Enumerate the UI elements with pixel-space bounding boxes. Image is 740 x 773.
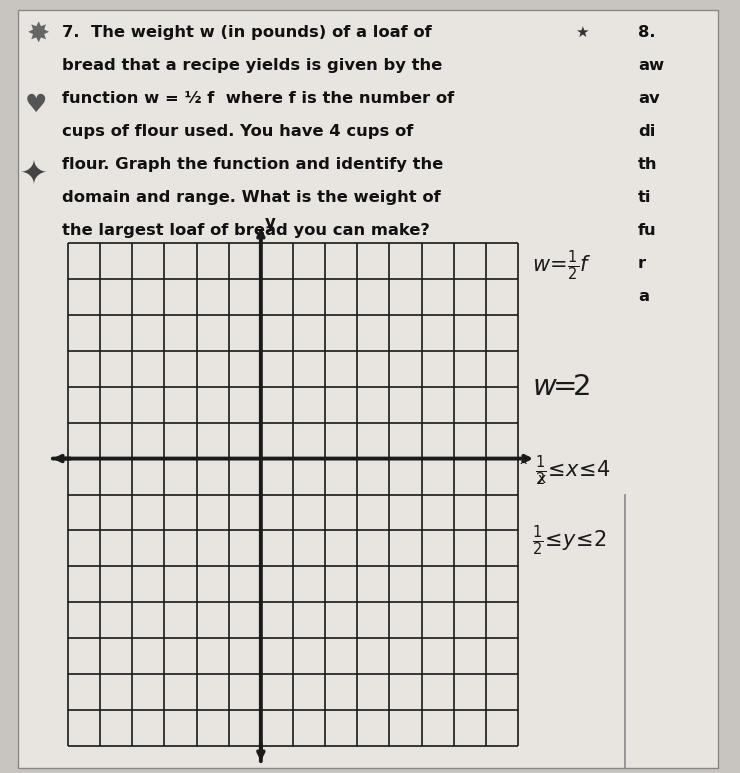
- Text: x: x: [520, 454, 528, 467]
- Text: aw: aw: [638, 58, 664, 73]
- FancyBboxPatch shape: [18, 10, 718, 768]
- Text: the largest loaf of bread you can make?: the largest loaf of bread you can make?: [62, 223, 430, 238]
- Text: av: av: [638, 91, 659, 106]
- Text: ✦: ✦: [20, 158, 48, 192]
- Text: cups of flour used. You have 4 cups of: cups of flour used. You have 4 cups of: [62, 124, 413, 139]
- Text: di: di: [638, 124, 656, 139]
- Text: bread that a recipe yields is given by the: bread that a recipe yields is given by t…: [62, 58, 443, 73]
- Text: domain and range. What is the weight of: domain and range. What is the weight of: [62, 190, 440, 205]
- Text: 7.  The weight w (in pounds) of a loaf of: 7. The weight w (in pounds) of a loaf of: [62, 25, 431, 40]
- Text: fu: fu: [638, 223, 656, 238]
- Text: function w = ½ f  where f is the number of: function w = ½ f where f is the number o…: [62, 91, 454, 106]
- Text: $w\!=\!\frac{1}{2}f$: $w\!=\!\frac{1}{2}f$: [532, 248, 592, 282]
- Text: y: y: [265, 214, 276, 232]
- Text: ✸: ✸: [27, 21, 50, 49]
- Text: r: r: [638, 256, 646, 271]
- Text: $w\!\!=\!\!2$: $w\!\!=\!\!2$: [532, 373, 591, 401]
- Text: flour. Graph the function and identify the: flour. Graph the function and identify t…: [62, 157, 443, 172]
- Text: 8.: 8.: [638, 25, 656, 40]
- Text: $\frac{1}{2}\!\leq\! y\!\leq\!2$: $\frac{1}{2}\!\leq\! y\!\leq\!2$: [532, 523, 607, 558]
- Text: ti: ti: [638, 190, 651, 205]
- Text: $\frac{1}{2}\!\leq\! x\!\leq\!4$: $\frac{1}{2}\!\leq\! x\!\leq\!4$: [535, 454, 611, 488]
- Text: x: x: [538, 472, 546, 485]
- Text: th: th: [638, 157, 658, 172]
- Text: ♥: ♥: [25, 93, 47, 117]
- Text: a: a: [638, 289, 649, 304]
- Text: ★: ★: [575, 25, 589, 40]
